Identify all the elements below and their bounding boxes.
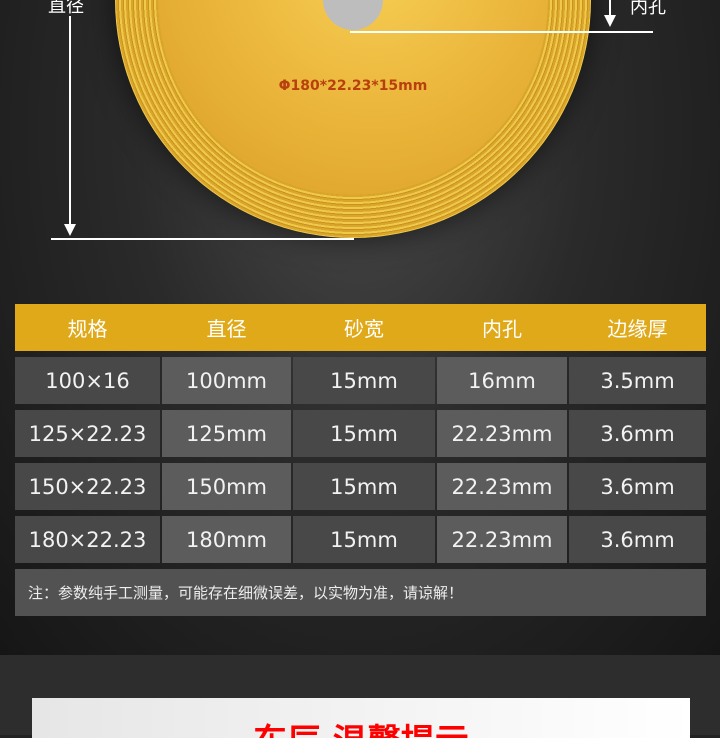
spec-table-header: 规格 直径 砂宽 内孔 边缘厚 — [15, 304, 706, 351]
blade-spec-marking: Φ180*22.23*15mm — [278, 78, 428, 94]
table-cell: 3.6mm — [569, 410, 706, 457]
table-cell: 15mm — [293, 463, 435, 510]
arrow-down-icon — [64, 224, 76, 236]
table-cell: 150×22.23 — [15, 463, 160, 510]
table-cell: 3.6mm — [569, 463, 706, 510]
header-cell: 砂宽 — [344, 317, 384, 341]
diameter-base-line — [51, 238, 354, 240]
table-cell: 180mm — [162, 516, 291, 563]
table-row: 125×22.23 125mm 15mm 22.23mm 3.6mm — [15, 410, 706, 457]
tips-banner: 东辰 温馨提示 — [32, 698, 690, 738]
table-cell: 15mm — [293, 516, 435, 563]
table-cell: 22.23mm — [437, 463, 567, 510]
table-cell: 100mm — [162, 357, 291, 404]
header-cell: 边缘厚 — [607, 317, 668, 341]
header-cell: 内孔 — [482, 317, 522, 341]
tips-title: 东辰 温馨提示 — [32, 714, 690, 738]
table-cell: 3.6mm — [569, 516, 706, 563]
table-row: 180×22.23 180mm 15mm 22.23mm 3.6mm — [15, 516, 706, 563]
table-cell: 100×16 — [15, 357, 160, 404]
table-row: 150×22.23 150mm 15mm 22.23mm 3.6mm — [15, 463, 706, 510]
arrow-down-icon — [604, 15, 616, 27]
table-cell: 3.5mm — [569, 357, 706, 404]
diameter-arrow-line — [69, 16, 71, 226]
bore-label: 内孔 — [630, 0, 666, 18]
table-row: 100×16 100mm 15mm 16mm 3.5mm — [15, 357, 706, 404]
header-cell: 直径 — [206, 317, 247, 341]
table-cell: 180×22.23 — [15, 516, 160, 563]
header-cell: 规格 — [67, 317, 108, 341]
measurement-note: 注：参数纯手工测量，可能存在细微误差，以实物为准，请谅解！ — [15, 569, 706, 616]
product-image-section: Φ180*22.23*15mm 直径 内孔 规格 直径 砂宽 内孔 边缘厚 10… — [0, 0, 720, 655]
table-cell: 15mm — [293, 357, 435, 404]
bore-arrow-line — [609, 0, 611, 16]
table-cell: 22.23mm — [437, 516, 567, 563]
table-cell: 150mm — [162, 463, 291, 510]
table-cell: 22.23mm — [437, 410, 567, 457]
table-cell: 15mm — [293, 410, 435, 457]
table-cell: 125×22.23 — [15, 410, 160, 457]
table-cell: 16mm — [437, 357, 567, 404]
table-cell: 125mm — [162, 410, 291, 457]
bore-base-line — [350, 31, 653, 33]
diameter-label: 直径 — [48, 0, 84, 17]
